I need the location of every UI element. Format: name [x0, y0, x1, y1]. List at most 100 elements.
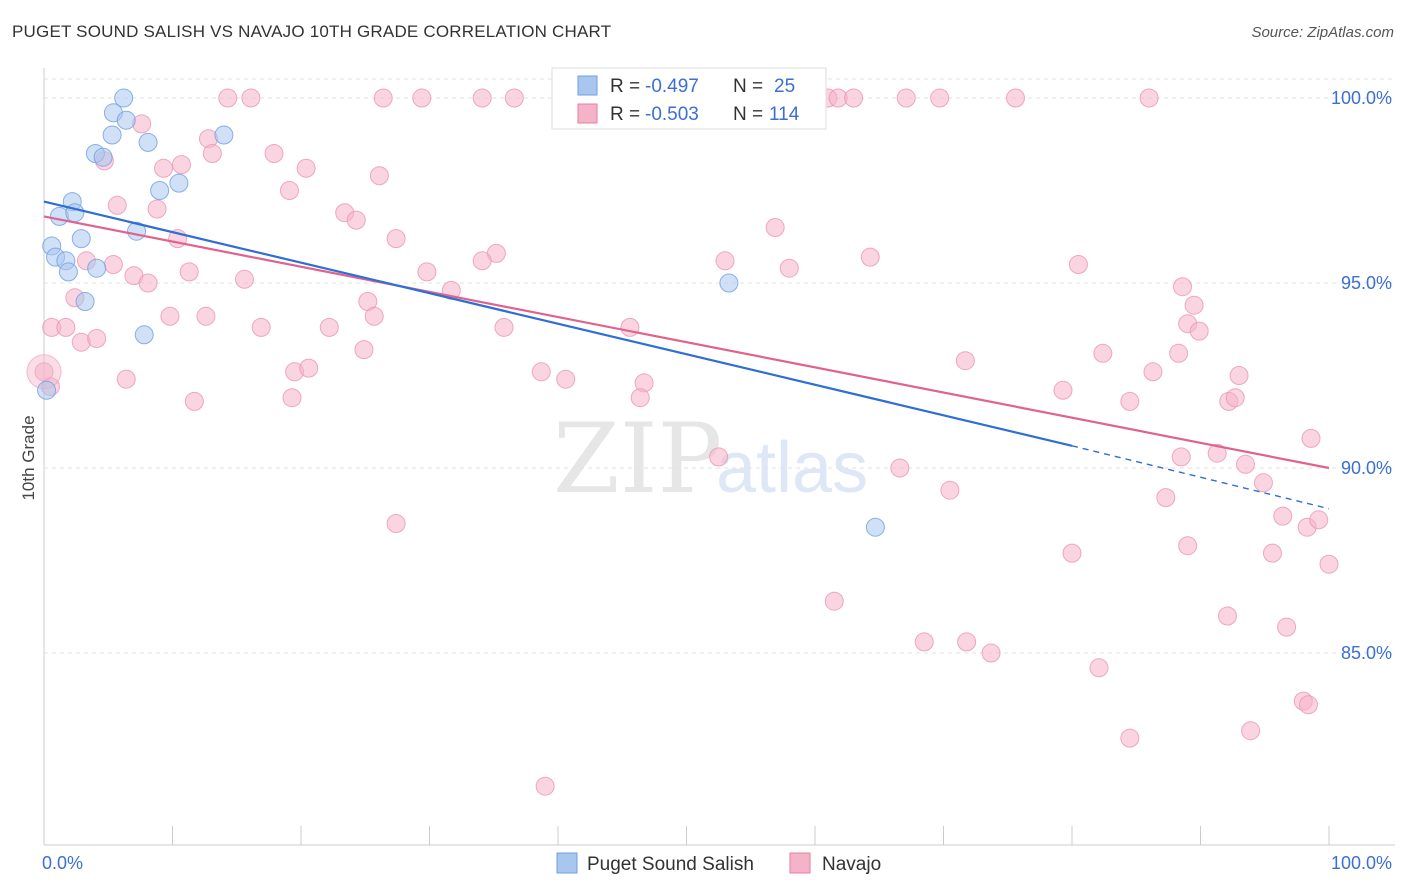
navajo-point-108	[1241, 721, 1261, 741]
navajo-point-9	[844, 88, 864, 108]
navajo-point-13	[1139, 88, 1159, 108]
salish-swatch	[577, 75, 598, 96]
chart-title: PUGET SOUND SALISH VS NAVAJO 10TH GRADE …	[12, 22, 612, 41]
navajo-point-40	[779, 258, 799, 278]
salish-point-21	[134, 325, 154, 345]
navajo-point-41	[860, 247, 880, 267]
navajo-point-30	[386, 229, 406, 249]
salish-n-value: 25	[774, 76, 795, 97]
navajo-point-64	[1169, 343, 1189, 363]
navajo-point-102	[914, 632, 934, 652]
y-axis-label: 10th Grade	[19, 415, 38, 500]
salish-r-value: -0.497	[645, 76, 699, 97]
navajo-point-11	[930, 88, 950, 108]
navajo-point-62	[354, 340, 374, 360]
navajo-point-103	[957, 632, 977, 652]
navajo-point-38	[472, 251, 492, 271]
navajo-point-88	[1253, 473, 1273, 493]
navajo-point-1	[241, 88, 261, 108]
navajo-point-99	[824, 591, 844, 611]
navajo-point-97	[1262, 543, 1282, 563]
y-tick-label-1: 95.0%	[1341, 273, 1392, 293]
navajo-r-label: R =	[610, 104, 640, 125]
salish-point-7	[93, 147, 113, 167]
navajo-point-101	[1277, 617, 1297, 637]
navajo-point-87	[1235, 454, 1255, 474]
gridlines	[44, 78, 1395, 654]
navajo-point-89	[940, 480, 960, 500]
navajo-point-93	[1309, 510, 1329, 530]
salish-point-5	[214, 125, 234, 145]
navajo-point-75	[630, 388, 650, 408]
navajo-point-84	[1171, 447, 1191, 467]
navajo-point-37	[138, 273, 158, 293]
navajo-point-16	[202, 144, 222, 163]
navajo-point-65	[955, 351, 975, 371]
navajo-point-19	[154, 158, 174, 178]
navajo-point-24	[107, 195, 127, 215]
series-legend: Puget Sound Salish Navajo	[556, 852, 881, 875]
navajo-point-76	[282, 388, 302, 408]
navajo-point-55	[319, 317, 339, 337]
navajo-point-25	[147, 199, 167, 219]
navajo-point-100	[1217, 606, 1237, 626]
navajo-point-90	[1156, 488, 1176, 508]
navajo-point-35	[179, 262, 199, 282]
navajo-point-28	[765, 218, 785, 237]
salish-point-24	[865, 517, 885, 537]
navajo-point-50	[364, 306, 384, 326]
navajo-point-57	[620, 317, 640, 337]
navajo-point-105	[1089, 658, 1109, 678]
navajo-point-77	[184, 391, 204, 411]
navajo-point-54	[251, 317, 271, 337]
salish-point-3	[102, 125, 122, 145]
navajo-point-81	[1225, 388, 1245, 408]
navajo-point-61	[87, 329, 107, 348]
salish-point-23	[37, 380, 57, 400]
salish-point-22	[719, 273, 739, 293]
navajo-point-95	[1062, 543, 1082, 563]
navajo-point-86	[890, 458, 910, 478]
navajo-point-2	[373, 88, 393, 108]
navajo-point-33	[103, 255, 123, 274]
legend-salish-swatch	[556, 852, 578, 874]
stats-legend-box	[551, 67, 827, 130]
navajo-point-56	[494, 317, 514, 337]
navajo-point-96	[1178, 536, 1198, 556]
salish-point-8	[169, 173, 189, 193]
navajo-point-94	[386, 514, 406, 533]
axes	[43, 68, 1395, 846]
navajo-point-39	[715, 251, 735, 271]
navajo-n-label: N =	[733, 104, 763, 125]
salish-trend-extension	[1071, 445, 1330, 510]
navajo-point-5	[504, 88, 524, 108]
navajo-point-78	[1053, 380, 1073, 400]
salish-point-2	[116, 110, 136, 130]
navajo-point-12	[1005, 88, 1025, 108]
navajo-point-59	[1189, 321, 1209, 341]
navajo-point-98	[1319, 554, 1339, 574]
salish-point-9	[150, 181, 170, 200]
navajo-point-27	[346, 210, 366, 230]
navajo-point-23	[279, 181, 299, 200]
y-tick-labels: 100.0% 95.0% 90.0% 85.0%	[1331, 88, 1392, 663]
navajo-point-83	[1207, 443, 1227, 463]
navajo-trend-line	[43, 215, 1330, 470]
salish-r-label: R =	[610, 76, 640, 97]
navajo-point-110	[535, 776, 555, 796]
navajo-point-70	[1143, 362, 1163, 382]
navajo-point-53	[56, 317, 76, 337]
navajo-point-4	[472, 88, 492, 108]
navajo-point-45	[1173, 277, 1193, 297]
navajo-point-107	[1298, 695, 1318, 715]
navajo-point-20	[171, 155, 191, 175]
y-tick-label-3: 85.0%	[1341, 643, 1392, 663]
salish-point-0	[114, 88, 134, 108]
navajo-point-42	[1068, 255, 1088, 274]
navajo-point-10	[896, 88, 916, 108]
navajo-point-49	[160, 306, 180, 326]
navajo-swatch	[577, 103, 598, 124]
legend-navajo-label: Navajo	[822, 854, 881, 875]
navajo-point-68	[531, 362, 551, 382]
